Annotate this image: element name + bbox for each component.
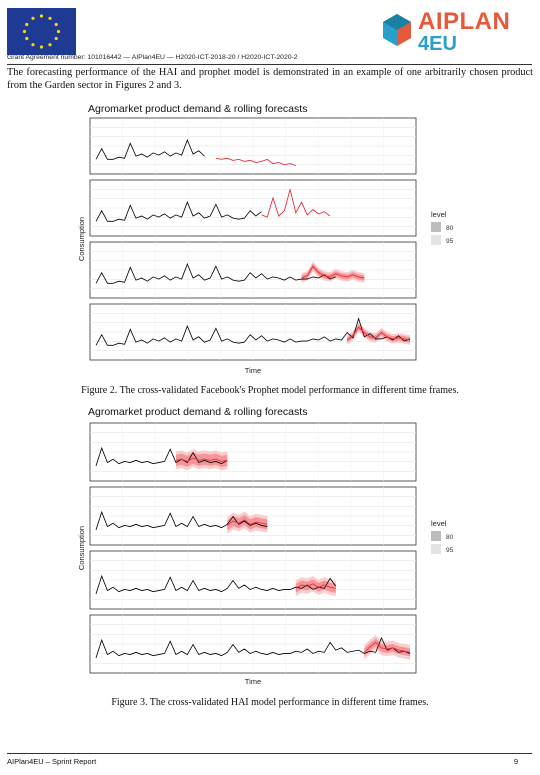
x-axis-label: Time [245, 677, 261, 686]
x-axis-label: Time [245, 366, 261, 375]
eu-flag-logo [7, 8, 76, 55]
legend-label-95: 95 [446, 547, 454, 554]
chart-title: Agromarket product demand & rolling fore… [88, 103, 307, 115]
actual-series-line [95, 317, 411, 346]
forecast-band-80 [295, 579, 336, 593]
legend-label-80: 80 [446, 534, 454, 541]
legend-swatch-80 [431, 531, 441, 541]
footer-divider [7, 753, 532, 754]
y-axis-label: Consumption [77, 217, 86, 261]
legend-label-95: 95 [446, 238, 454, 245]
forecast-band-80 [347, 324, 410, 343]
facet-panel-1 [89, 117, 417, 175]
actual-series-line [95, 574, 337, 595]
legend-label-80: 80 [446, 225, 454, 232]
figure-3-chart: Agromarket product demand & rolling fore… [77, 406, 454, 686]
header-divider [7, 64, 532, 65]
forecast-series-line [364, 641, 411, 653]
footer-page-number: 9 [513, 757, 518, 766]
facet-panel-1 [89, 422, 417, 482]
footer-report-name: AIPlan4EU – Sprint Report [7, 757, 97, 766]
aiplan4eu-logo [383, 14, 411, 46]
legend: level 80 95 [431, 210, 454, 245]
forecast-series-line [261, 189, 331, 218]
facet-panel-2 [89, 486, 417, 546]
facet-panel-3 [89, 550, 417, 610]
actual-series-line [95, 446, 228, 467]
forecast-series-line [175, 457, 228, 462]
forecast-series-line [215, 157, 296, 167]
forecast-series-line [346, 326, 411, 341]
facet-panel-2 [89, 179, 417, 237]
actual-series-line [95, 510, 268, 531]
actual-series-line [95, 263, 336, 284]
facet-panel-4 [89, 303, 417, 361]
figure-2-caption: Figure 2. The cross-validated Facebook's… [81, 385, 459, 396]
forecast-series-line [301, 265, 365, 279]
figure-2-chart: Agromarket product demand & rolling fore… [77, 103, 454, 375]
intro-paragraph: The forecasting performance of the HAI a… [7, 67, 533, 91]
facet-panel-3 [89, 241, 417, 299]
legend-title: level [431, 210, 447, 219]
grant-agreement-text: Grant Agreement number: 101016442 — AIPl… [7, 54, 298, 61]
logo-line1: AIPLAN [418, 8, 511, 35]
legend-title: level [431, 519, 447, 528]
actual-series-line [95, 201, 262, 222]
eu-stars-icon [22, 14, 61, 49]
legend: level 80 95 [431, 519, 454, 554]
legend-swatch-95 [431, 544, 441, 554]
facet-panel-4 [89, 614, 417, 674]
aiplan4eu-wordmark: AIPLAN 4EU [418, 8, 511, 55]
actual-series-line [95, 139, 205, 160]
legend-swatch-80 [431, 222, 441, 232]
chart-title: Agromarket product demand & rolling fore… [88, 406, 307, 418]
y-axis-label: Consumption [77, 526, 86, 570]
legend-swatch-95 [431, 235, 441, 245]
logo-line2: 4EU [418, 33, 457, 55]
actual-series-line [95, 636, 411, 659]
forecast-series-line [295, 583, 336, 589]
figure-3-caption: Figure 3. The cross-validated HAI model … [111, 697, 429, 708]
forecast-series-line [227, 519, 268, 526]
